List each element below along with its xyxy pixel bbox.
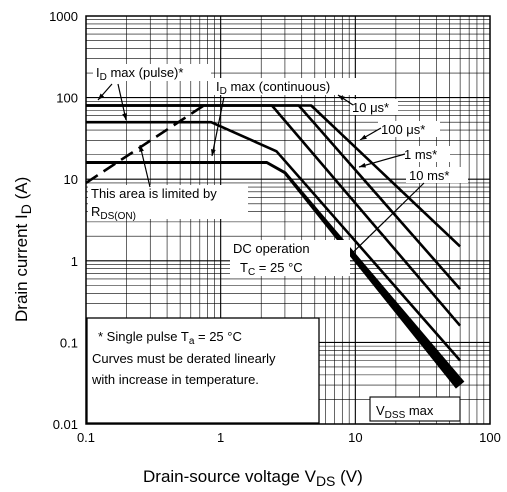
curves bbox=[85, 104, 465, 389]
label-1ms-bg bbox=[402, 146, 450, 162]
y-tick-label: 1000 bbox=[49, 9, 78, 24]
id-cont-label-bg bbox=[213, 78, 356, 95]
arrow-10us-head bbox=[338, 95, 345, 101]
label-10ms-bg bbox=[406, 167, 468, 183]
arrow-100us-head bbox=[360, 134, 367, 140]
label-10us-bg bbox=[350, 99, 398, 115]
id-cont-label: ID max (continuous) bbox=[216, 79, 330, 97]
series-line-rds-on-limit bbox=[85, 104, 205, 184]
dc-label-line2: TC = 25 °C bbox=[240, 260, 303, 278]
id-cont-arrow-head bbox=[211, 149, 216, 156]
dc-label-line1: DC operation bbox=[233, 241, 310, 256]
y-tick-label: 100 bbox=[56, 91, 78, 106]
area-label-line2: RDS(ON) bbox=[91, 204, 136, 222]
series-line-1-ms bbox=[86, 104, 462, 327]
x-tick-label: 10 bbox=[348, 430, 362, 445]
x-tick-label: 0.1 bbox=[77, 430, 95, 445]
vdss-label: VDSS max bbox=[376, 403, 434, 421]
label-10ms: 10 ms* bbox=[409, 168, 449, 183]
area-label-line1: This area is limited by bbox=[91, 186, 217, 201]
y-tick-label: 10 bbox=[64, 172, 78, 187]
plot-frame bbox=[85, 15, 491, 425]
y-tick-label: 1 bbox=[71, 254, 78, 269]
id-pulse-label-bg bbox=[93, 64, 211, 81]
series-line-10-ms bbox=[86, 120, 462, 362]
vdss-box bbox=[369, 396, 461, 422]
id-pulse-label: ID max (pulse)* bbox=[96, 65, 183, 83]
note-line-1: * Single pulse Ta = 25 °C bbox=[98, 329, 242, 347]
note-line-3: with increase in temperature. bbox=[91, 372, 259, 387]
x-axis-title: Drain-source voltage VDS (V) bbox=[143, 467, 363, 489]
x-tick-label: 100 bbox=[479, 430, 501, 445]
arrow-1ms-head bbox=[359, 162, 366, 168]
label-100us: 100 μs* bbox=[381, 122, 425, 137]
area-arrow-head bbox=[139, 145, 144, 152]
label-1ms: 1 ms* bbox=[404, 147, 437, 162]
area-label-bg bbox=[88, 185, 248, 219]
y-tick-label: 0.1 bbox=[60, 335, 78, 350]
arrow-10ms bbox=[339, 182, 425, 266]
y-axis-title: Drain current ID (A) bbox=[12, 177, 34, 322]
x-tick-label: 1 bbox=[217, 430, 224, 445]
id-pulse-arrow-1-head bbox=[98, 93, 105, 100]
annotations: Drain-source voltage VDS (V) Drain curren… bbox=[12, 64, 468, 489]
y-tick-label: 0.01 bbox=[53, 417, 78, 432]
id-cont-arrow bbox=[211, 96, 225, 157]
area-arrow bbox=[139, 144, 151, 188]
dc-label-bg bbox=[230, 240, 350, 276]
id-pulse-arrow-2-head bbox=[122, 113, 127, 120]
dc-operation-band bbox=[283, 171, 465, 389]
note-box bbox=[86, 317, 320, 424]
arrow-1ms bbox=[358, 153, 406, 168]
label-100us-bg bbox=[378, 121, 440, 137]
note-line-2: Curves must be derated linearly bbox=[92, 351, 276, 366]
label-10us: 10 μs* bbox=[352, 100, 389, 115]
